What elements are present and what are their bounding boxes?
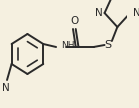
Text: N: N (2, 83, 10, 93)
Text: N: N (95, 8, 103, 18)
Text: N: N (133, 8, 139, 18)
Text: NH: NH (61, 41, 74, 51)
Text: O: O (70, 16, 79, 26)
Text: S: S (105, 40, 112, 50)
